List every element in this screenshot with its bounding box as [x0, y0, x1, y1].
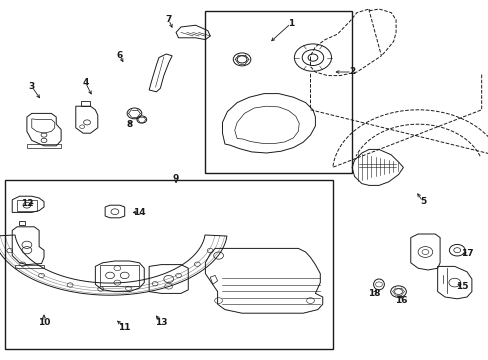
- Text: 8: 8: [126, 120, 132, 129]
- Text: 15: 15: [455, 282, 468, 291]
- Text: 9: 9: [172, 174, 179, 183]
- Bar: [205, 11, 351, 173]
- Text: 16: 16: [394, 296, 407, 305]
- Text: 2: 2: [348, 68, 354, 77]
- Text: 10: 10: [38, 318, 50, 327]
- Bar: [5, 180, 332, 349]
- Text: 7: 7: [165, 15, 172, 24]
- Text: 4: 4: [82, 78, 89, 87]
- Text: 11: 11: [118, 323, 131, 332]
- Text: 5: 5: [419, 197, 425, 206]
- Text: 12: 12: [20, 199, 33, 208]
- Text: 1: 1: [287, 19, 293, 28]
- Text: 18: 18: [367, 289, 380, 298]
- Text: 3: 3: [29, 82, 35, 91]
- Text: 17: 17: [460, 249, 472, 258]
- Text: 6: 6: [117, 51, 122, 60]
- Text: 14: 14: [133, 208, 145, 217]
- Text: 13: 13: [155, 318, 167, 327]
